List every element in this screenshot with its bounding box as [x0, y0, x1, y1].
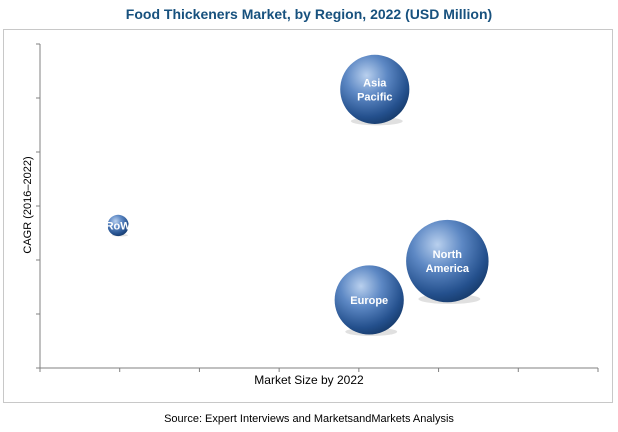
bubble-label: RoW — [106, 220, 132, 232]
bubble-mark — [340, 54, 410, 124]
chart-title: Food Thickeners Market, by Region, 2022 … — [125, 6, 493, 22]
bubble-europe: Europe — [334, 265, 404, 336]
bubble-mark — [107, 214, 129, 237]
bubble-north-america: North America — [406, 219, 489, 304]
bubble-label: Europe — [350, 295, 388, 307]
bubble-mark — [334, 265, 404, 335]
bubble-row: RoW — [106, 214, 132, 237]
y-axis-label: CAGR (2016–2022) — [22, 156, 34, 253]
bubble-label: North America — [426, 249, 470, 275]
chart-frame — [3, 29, 613, 403]
bubble-asia-pacific: Asia Pacific — [340, 54, 410, 126]
bubble-mark — [406, 219, 489, 303]
bubble-label: Asia Pacific — [357, 77, 392, 103]
source-note: Source: Expert Interviews and Marketsand… — [164, 413, 454, 425]
x-axis-label: Market Size by 2022 — [254, 373, 364, 387]
